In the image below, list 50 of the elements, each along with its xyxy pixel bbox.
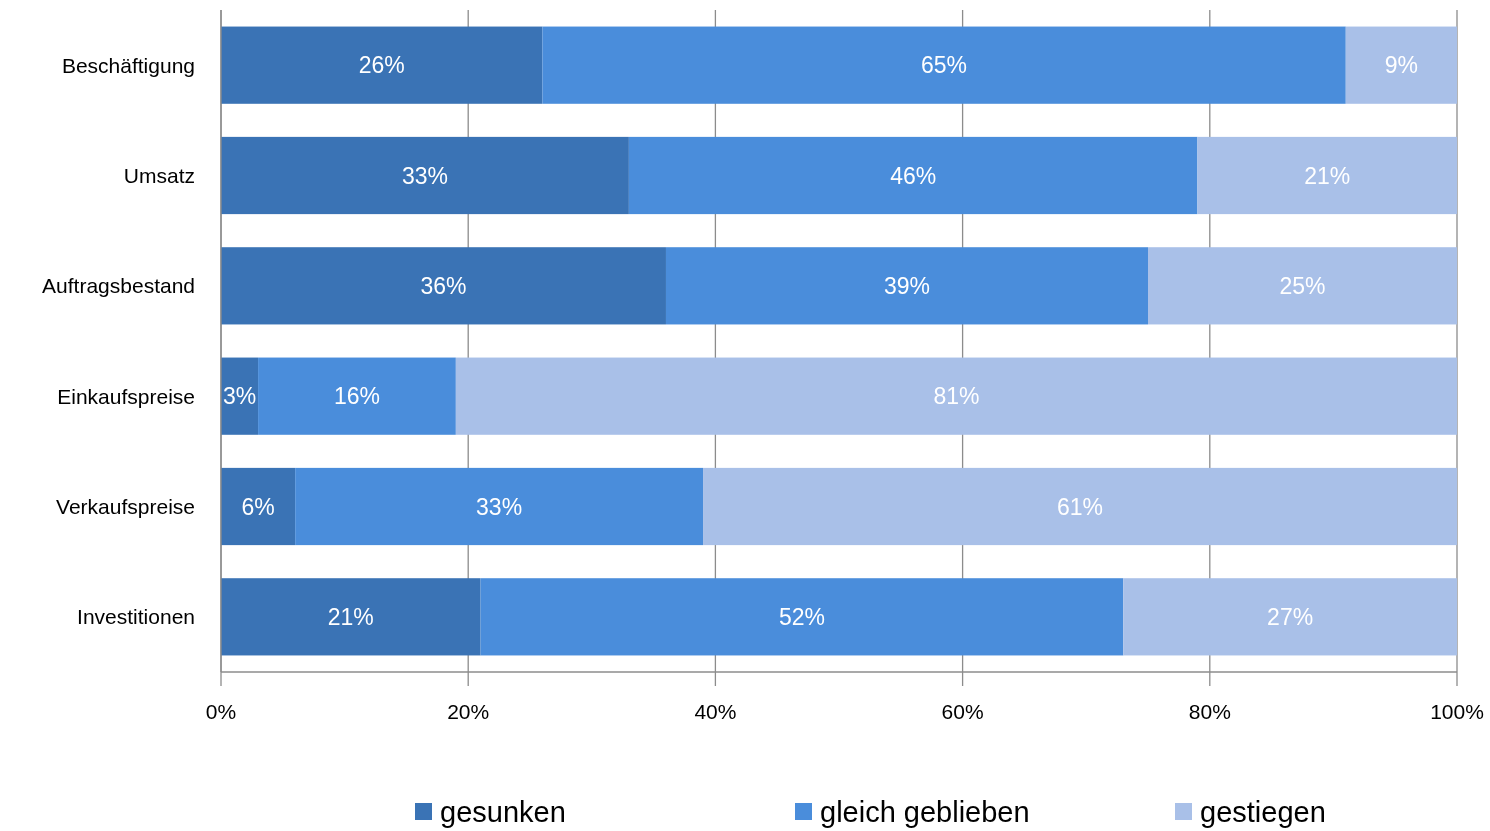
bar <box>221 247 666 325</box>
bar <box>1197 136 1457 215</box>
data-label: 25% <box>1279 272 1326 299</box>
bar <box>703 467 1457 546</box>
y-tick-label: Beschäftigung <box>61 53 195 77</box>
legend-label: gleich geblieben <box>820 796 1030 829</box>
bar <box>1148 247 1457 325</box>
bar <box>542 26 1346 104</box>
data-label: 46% <box>890 162 937 189</box>
bar <box>221 26 543 104</box>
legend-label: gestiegen <box>1200 796 1326 829</box>
y-tick-label: Umsatz <box>123 163 195 187</box>
bar <box>665 247 1148 325</box>
bar <box>455 357 1457 435</box>
y-tick-label: Auftragsbestand <box>42 274 195 298</box>
x-tick-label: 80% <box>1188 700 1231 723</box>
bar <box>258 357 456 435</box>
data-label: 81% <box>933 383 980 410</box>
bar <box>628 136 1198 215</box>
bar <box>221 578 481 656</box>
x-tick-label: 100% <box>1430 700 1484 723</box>
data-label: 6% <box>241 493 275 520</box>
bar <box>1345 26 1457 104</box>
data-label: 52% <box>778 603 825 630</box>
data-label: 27% <box>1267 603 1314 630</box>
x-tick-label: 0% <box>205 700 237 723</box>
y-tick-label: Investitionen <box>77 605 195 629</box>
x-tick-label: 40% <box>694 700 737 723</box>
data-label: 36% <box>420 272 467 299</box>
data-label: 16% <box>333 383 380 410</box>
legend-label: gesunken <box>440 796 566 829</box>
x-tick-label: 60% <box>941 700 984 723</box>
data-label: 21% <box>1304 162 1351 189</box>
y-tick-label: Einkaufspreise <box>57 384 195 408</box>
data-label: 3% <box>222 383 257 410</box>
data-label: 9% <box>1384 52 1419 79</box>
data-label: 65% <box>921 52 968 79</box>
x-tick-label: 20% <box>447 700 490 723</box>
bar <box>1123 578 1457 656</box>
bar <box>221 136 629 215</box>
data-label: 21% <box>327 603 374 630</box>
data-label: 39% <box>883 272 930 299</box>
data-label: 33% <box>476 493 523 520</box>
bar <box>221 467 296 546</box>
y-tick-label: Verkaufspreise <box>56 494 195 518</box>
data-label: 61% <box>1057 493 1104 520</box>
data-label: 33% <box>401 162 448 189</box>
bar <box>480 578 1124 656</box>
bar <box>295 467 704 546</box>
data-label: 26% <box>358 52 405 79</box>
